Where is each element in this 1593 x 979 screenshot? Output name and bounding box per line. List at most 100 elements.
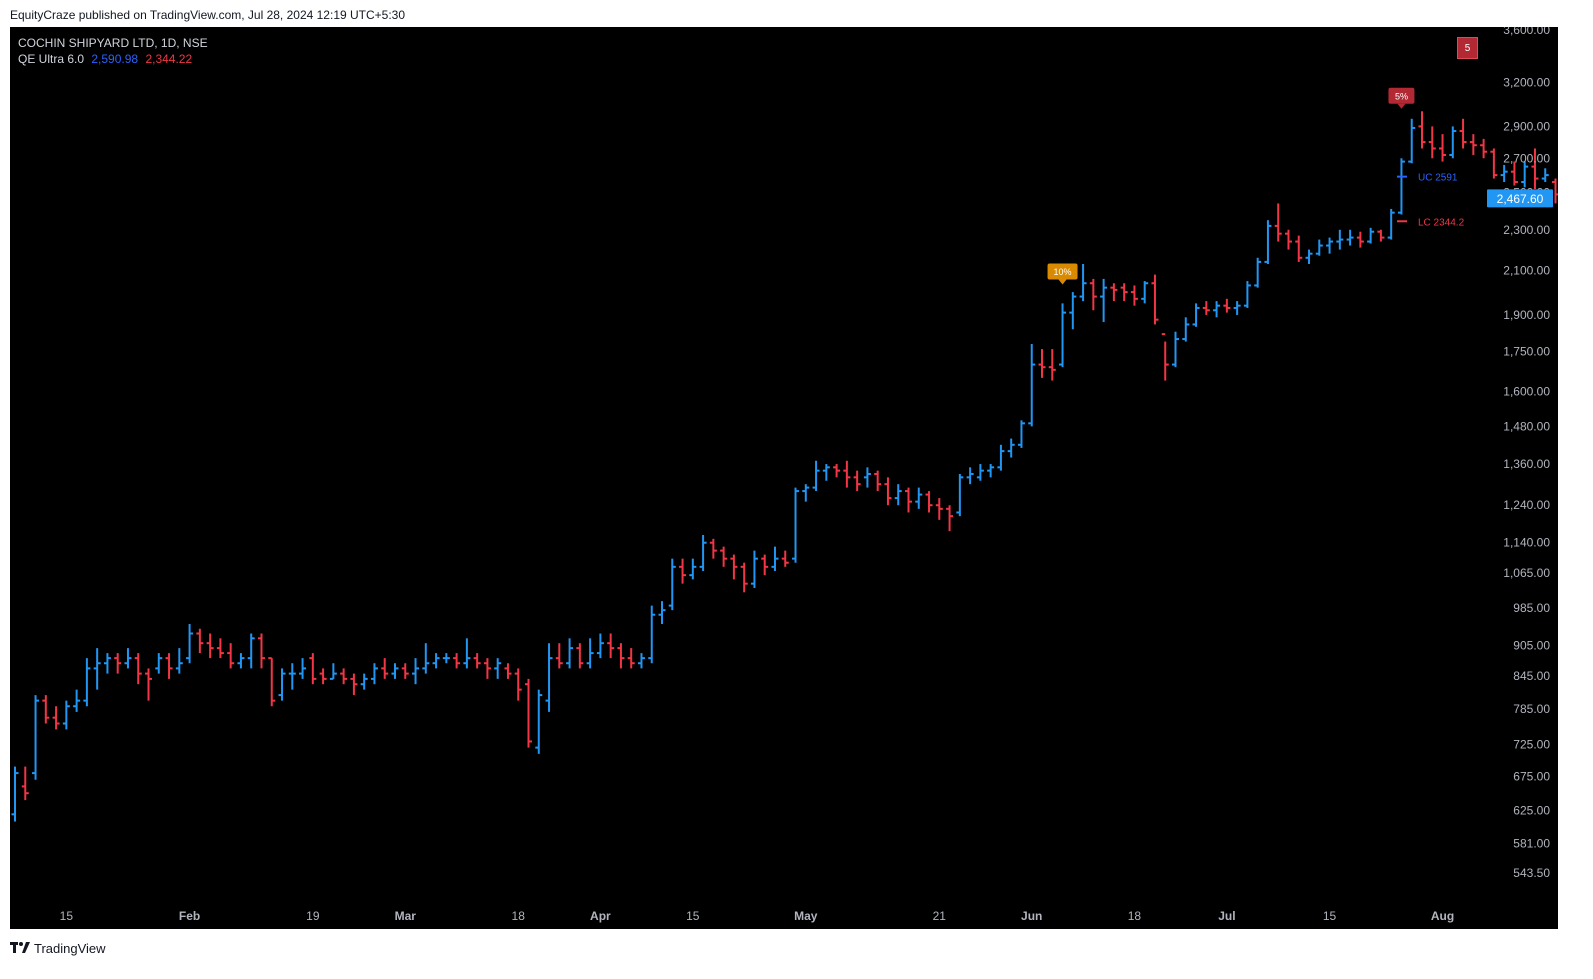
ohlc-bar [83,658,91,707]
ohlc-bar [1541,168,1549,183]
ohlc-bar [637,653,645,669]
ohlc-bar [627,648,635,669]
ohlc-bar [93,648,101,690]
ohlc-bar [504,663,512,679]
ohlc-bar [679,558,687,584]
ohlc-bar [483,658,491,679]
ohlc-bar [699,534,707,571]
ohlc-bar [114,653,122,674]
ohlc-bar [555,643,563,669]
ohlc-bar [124,648,132,669]
ohlc-bar [216,638,224,659]
ohlc-bar [381,658,389,679]
ohlc-bar [761,554,769,576]
ohlc-bar [227,643,235,669]
y-axis-tick-label: 1,900.00 [1503,308,1550,322]
ohlc-bar [1387,208,1395,240]
ohlc-bar [42,695,50,724]
y-axis-tick-label: 1,240.00 [1503,498,1550,512]
alert-count-badge[interactable]: 5 [1457,37,1478,59]
ohlc-bar [668,558,676,611]
percent-tag [1047,263,1078,280]
price-chart[interactable]: 543.50 581.00 625.00 675.00 725.00 785.00 845.… [10,27,1558,929]
ohlc-bar [11,766,19,822]
footer-brand: TradingView [34,940,106,956]
ohlc-bar [360,673,368,690]
ohlc-bar [340,668,348,685]
ohlc-bar [976,464,984,481]
ohlc-bar [596,633,604,659]
ohlc-bar [329,663,337,680]
ohlc-bar [1305,249,1313,265]
ohlc-bar [894,484,902,506]
ohlc-bar [771,546,779,571]
ohlc-bar [1521,161,1529,188]
ohlc-bar [525,678,532,748]
ohlc-bar [812,460,820,492]
ohlc-bar [309,653,317,685]
ohlc-bar [391,663,399,679]
ohlc-bar [1017,420,1025,448]
ohlc-bar [750,550,758,588]
ohlc-bar [268,657,276,707]
x-axis-tick-label: 15 [60,909,74,923]
x-axis-tick-label: 15 [1323,909,1337,923]
ohlc-bar [257,633,265,669]
ohlc-bar [1048,349,1056,381]
y-axis-tick-label: 1,600.00 [1503,385,1550,399]
ohlc-bar [689,558,697,580]
last-price-tag [1487,189,1553,208]
percent-tag-label: 5% [1395,91,1408,101]
ohlc-bar [1069,292,1077,330]
ohlc-bar [1120,283,1128,302]
ohlc-bar [1459,118,1467,149]
ohlc-bar [1161,333,1169,381]
ohlc-bar [1449,126,1457,159]
ohlc-bar [1028,344,1036,427]
ohlc-bar [1336,229,1344,250]
ohlc-bar [32,695,40,780]
ohlc-bar [52,706,60,730]
ohlc-bar [145,668,153,701]
y-axis-tick-label: 785.00 [1513,702,1550,716]
y-axis-tick-label: 1,750.00 [1503,345,1550,359]
ohlc-bar [1233,301,1241,315]
ohlc-bar [278,668,286,701]
ohlc-bar [288,663,296,690]
ohlc-bar [586,638,594,669]
y-axis-tick-label: 1,065.00 [1503,566,1550,580]
ohlc-bar [1418,111,1426,149]
ohlc-bar [833,464,841,478]
chart-panel[interactable]: 543.50 581.00 625.00 675.00 725.00 785.00 845.… [10,27,1558,929]
ohlc-bar [956,473,964,517]
ohlc-bar [1243,281,1251,308]
y-axis-tick-label: 3,600.00 [1503,27,1550,37]
y-axis-tick-label: 581.00 [1513,836,1550,850]
x-axis-tick-label: 19 [306,909,320,923]
y-axis-tick-label: 985.00 [1513,601,1550,615]
y-axis-tick-label: 543.50 [1513,866,1550,880]
y-axis-tick-label: 2,100.00 [1503,263,1550,277]
ohlc-bar [1295,235,1303,262]
percent-tag-pointer [1397,103,1406,109]
ohlc-bar [1172,331,1180,368]
y-axis-tick-label: 3,200.00 [1503,76,1550,90]
ohlc-bar [1408,118,1416,164]
ohlc-bar [1284,229,1292,250]
last-price-label: 2,467.60 [1497,192,1544,206]
x-axis-tick-label: Aug [1431,909,1454,923]
ohlc-bar [1089,278,1097,311]
y-axis-tick-label: 725.00 [1513,738,1550,752]
ohlc-bar [802,484,810,502]
ohlc-bar [196,628,204,654]
ohlc-bar [720,546,728,567]
ohlc-bar [617,643,625,669]
percent-tag [1388,87,1415,104]
x-axis-tick-label: Mar [395,909,417,923]
ohlc-bar [997,444,1005,471]
ohlc-bar [658,601,666,625]
y-axis-tick-label: 2,700.00 [1503,151,1550,165]
indicator-legend: QE Ultra 6.0 2,590.98 2,344.22 [18,52,192,66]
x-axis-tick-label: 18 [1128,909,1142,923]
ohlc-bar [730,554,738,580]
